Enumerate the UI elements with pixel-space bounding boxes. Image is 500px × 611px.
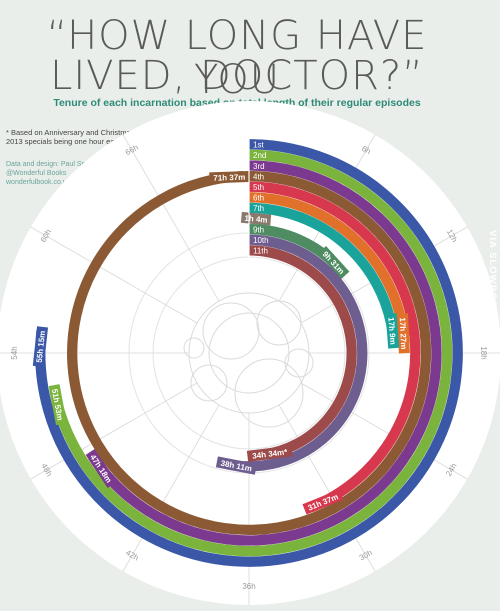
ring-value-bg bbox=[32, 326, 49, 367]
ring-value-group: 71h 37m bbox=[209, 171, 250, 184]
decor-circle bbox=[190, 364, 228, 402]
tick-line bbox=[278, 404, 376, 572]
tick-label: 6h bbox=[360, 144, 372, 156]
decor-circle bbox=[234, 358, 304, 428]
tick-label: 54h bbox=[10, 346, 19, 359]
ring-value-bg bbox=[397, 313, 410, 354]
tick-line bbox=[30, 226, 198, 324]
asterisk-note: * Based on Anniversary and Christmas 201… bbox=[6, 128, 135, 146]
ring-value-label: 1h 4m bbox=[244, 214, 268, 225]
tick-label: 36h bbox=[242, 582, 255, 591]
page-title-line2: LIVED, DOCTOR?” bbox=[50, 53, 424, 99]
page-title-line1: “HOW LONG HAVE YOU bbox=[46, 13, 428, 103]
ring-2nd bbox=[49, 149, 453, 557]
ring-7th bbox=[248, 202, 399, 343]
decor-circle bbox=[183, 337, 205, 359]
ring-value-label: 17h 27m bbox=[398, 317, 409, 349]
tick-line bbox=[122, 404, 220, 572]
ring-name-label: 11th bbox=[253, 247, 268, 256]
ring-6th bbox=[248, 192, 410, 346]
ring-name-label: 3rd bbox=[253, 162, 265, 171]
ring-value-label: 17h 9m bbox=[386, 317, 397, 345]
ring-value-bg bbox=[48, 384, 67, 426]
decor-circle bbox=[284, 348, 314, 378]
ring-1st bbox=[35, 139, 463, 567]
ring-value-group: 17h 9m bbox=[385, 313, 400, 349]
ring-10th bbox=[226, 234, 368, 472]
tick-line bbox=[30, 382, 198, 480]
ring-5th bbox=[248, 181, 421, 513]
ring-3rd bbox=[88, 160, 442, 546]
ring-name-label: 9th bbox=[253, 225, 264, 234]
ring-value-label: 34h 34m* bbox=[252, 447, 289, 460]
decor-circle bbox=[202, 302, 260, 360]
tick-label: 18h bbox=[479, 346, 488, 359]
tick-line bbox=[300, 382, 468, 480]
credit-line3: wonderfulbook.co.uk bbox=[6, 179, 71, 186]
ring-value-bg bbox=[317, 246, 350, 280]
ring-name-label: 6th bbox=[253, 194, 264, 203]
ring-name-label: 1st bbox=[253, 141, 264, 150]
ring-11th bbox=[248, 245, 357, 461]
ring-value-bg bbox=[209, 171, 250, 184]
ring-name-label: 7th bbox=[253, 204, 264, 213]
ring-value-bg bbox=[302, 489, 344, 515]
ring-value-group: 34h 34m* bbox=[246, 445, 293, 462]
ring-name-label: 10th bbox=[253, 236, 269, 245]
credit-line1: Data and design: Paul Smith bbox=[6, 161, 95, 168]
tick-line bbox=[122, 134, 220, 302]
ring-value-bg bbox=[215, 456, 257, 475]
ring-name-label: 2nd bbox=[253, 151, 266, 160]
ring-value-group: 17h 27m bbox=[397, 313, 410, 354]
credit-line2: @Wonderful Books bbox=[6, 170, 67, 177]
ring-value-label: 71h 37m bbox=[213, 173, 245, 183]
ring-value-bg bbox=[246, 445, 293, 462]
ring-name-label: 5th bbox=[253, 183, 264, 192]
ring-value-group: 55h 15m bbox=[32, 326, 49, 367]
credit-block: Data and design: Paul Smith @Wonderful B… bbox=[6, 160, 136, 187]
ring-value-label: 55h 15m bbox=[35, 330, 47, 363]
ring-value-bg bbox=[85, 448, 117, 489]
ring-name-label: 4th bbox=[253, 172, 264, 181]
ring-value-bg bbox=[385, 313, 400, 349]
ring-4th bbox=[67, 170, 432, 536]
